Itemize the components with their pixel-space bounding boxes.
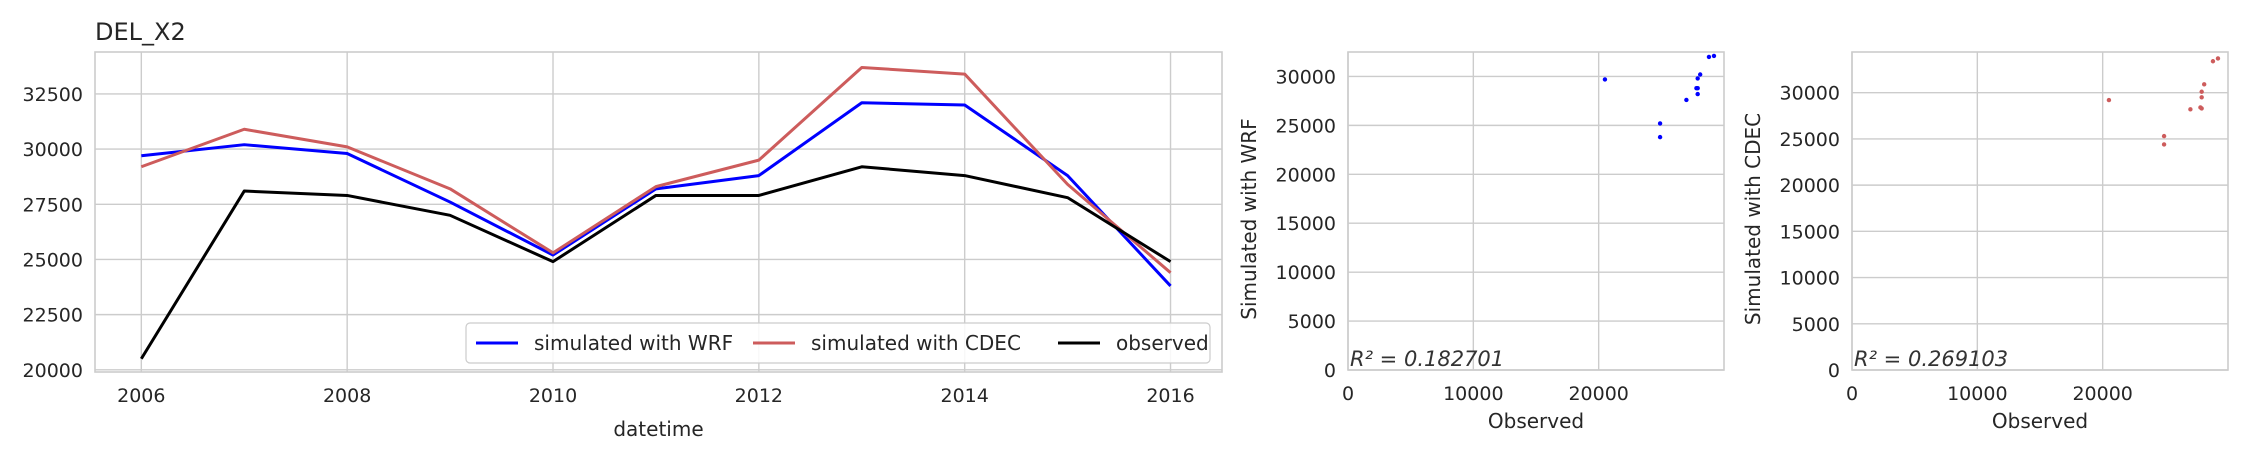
y-tick-label: 30000 xyxy=(1780,83,1840,105)
y-axis-label: Simulated with WRF xyxy=(1237,118,1261,319)
scatter-point xyxy=(2210,59,2216,64)
x-axis-label: datetime xyxy=(613,417,703,441)
legend-entry: simulated with WRF xyxy=(534,331,733,355)
r-squared-annotation: R² = 0.182701 xyxy=(1350,347,1504,371)
y-tick-label: 27500 xyxy=(23,194,83,216)
r-squared-annotation: R² = 0.269103 xyxy=(1854,347,2008,371)
y-tick-label: 32500 xyxy=(23,84,83,106)
scatter-point xyxy=(1684,97,1689,103)
y-tick-label: 15000 xyxy=(1780,221,1840,243)
x-tick-label: 2012 xyxy=(735,385,783,407)
y-tick-label: 5000 xyxy=(1792,314,1840,336)
series-line xyxy=(141,101,1172,287)
scatter-point xyxy=(2199,89,2204,94)
scatter-point xyxy=(2106,97,2112,103)
scatter-point xyxy=(2201,82,2207,87)
y-tick-label: 20000 xyxy=(1276,164,1336,186)
y-axis-label: Simulated with CDEC xyxy=(1741,113,1765,325)
x-tick-label: 0 xyxy=(1846,383,1858,405)
x-tick-label: 2016 xyxy=(1146,385,1194,407)
y-tick-label: 25000 xyxy=(1780,129,1840,151)
x-axis-label: Observed xyxy=(1992,409,2088,433)
scatter-panel: 0 10000 20000 0 5000 10000 15000 20000 25000 3000… xyxy=(1237,51,1725,433)
scatter-point xyxy=(1695,91,1700,97)
x-tick-label: 0 xyxy=(1342,383,1354,405)
x-tick-label: 10000 xyxy=(1443,383,1503,405)
y-tick-label: 25000 xyxy=(1276,115,1336,137)
x-axis-label: Observed xyxy=(1488,409,1584,433)
y-tick-label: 20000 xyxy=(23,360,83,382)
scatter-point xyxy=(1711,53,1717,59)
y-tick-label: 10000 xyxy=(1780,268,1840,290)
chart-title: DEL_X2 xyxy=(95,18,186,46)
plot-frame xyxy=(1347,51,1725,371)
scatter-point xyxy=(1695,76,1700,81)
series-line xyxy=(140,165,1172,360)
x-tick-label: 20000 xyxy=(2072,383,2132,405)
scatter-point xyxy=(1697,72,1703,77)
scatter-point xyxy=(1602,77,1608,82)
x-tick-label: 10000 xyxy=(1947,383,2007,405)
scatter-point xyxy=(2161,142,2167,147)
legend-frame xyxy=(465,322,1211,364)
scatter-point xyxy=(1694,86,1699,91)
series-line xyxy=(140,65,1172,274)
line-chart-panel: 2006 2008 2010 2012 2014 2016 20000 22500 25000 2… xyxy=(23,18,1223,441)
y-tick-label: 30000 xyxy=(23,139,83,161)
scatter-point xyxy=(1706,54,1712,60)
y-tick-label: 30000 xyxy=(1276,66,1336,88)
y-tick-label: 15000 xyxy=(1276,213,1336,235)
scatter-point xyxy=(2188,107,2193,112)
scatter-point xyxy=(1657,134,1663,140)
x-tick-label: 2006 xyxy=(117,385,165,407)
scatter-point xyxy=(2198,105,2203,110)
plot-frame xyxy=(94,51,1223,373)
scatter-point xyxy=(2199,95,2204,100)
y-tick-label: 22500 xyxy=(23,305,83,327)
x-tick-label: 20000 xyxy=(1568,383,1628,405)
y-tick-label: 20000 xyxy=(1780,175,1840,197)
x-tick-label: 2014 xyxy=(941,385,989,407)
scatter-panel: 0 10000 20000 0 5000 10000 15000 20000 25000 3000… xyxy=(1741,51,2229,433)
scatter-point xyxy=(2215,56,2221,61)
y-tick-label: 0 xyxy=(1324,360,1336,382)
scatter-point xyxy=(1657,121,1663,126)
y-tick-label: 0 xyxy=(1828,360,1840,382)
plot-frame xyxy=(1851,51,2229,371)
x-tick-label: 2008 xyxy=(323,385,371,407)
y-tick-label: 25000 xyxy=(23,249,83,271)
x-tick-label: 2010 xyxy=(529,385,577,407)
y-tick-label: 10000 xyxy=(1276,262,1336,284)
y-tick-label: 5000 xyxy=(1288,311,1336,333)
legend-entry: simulated with CDEC xyxy=(811,331,1021,355)
legend: simulated with WRF simulated with CDEC obs… xyxy=(465,322,1211,364)
legend-entry: observed xyxy=(1116,331,1209,355)
scatter-point xyxy=(2161,133,2167,139)
